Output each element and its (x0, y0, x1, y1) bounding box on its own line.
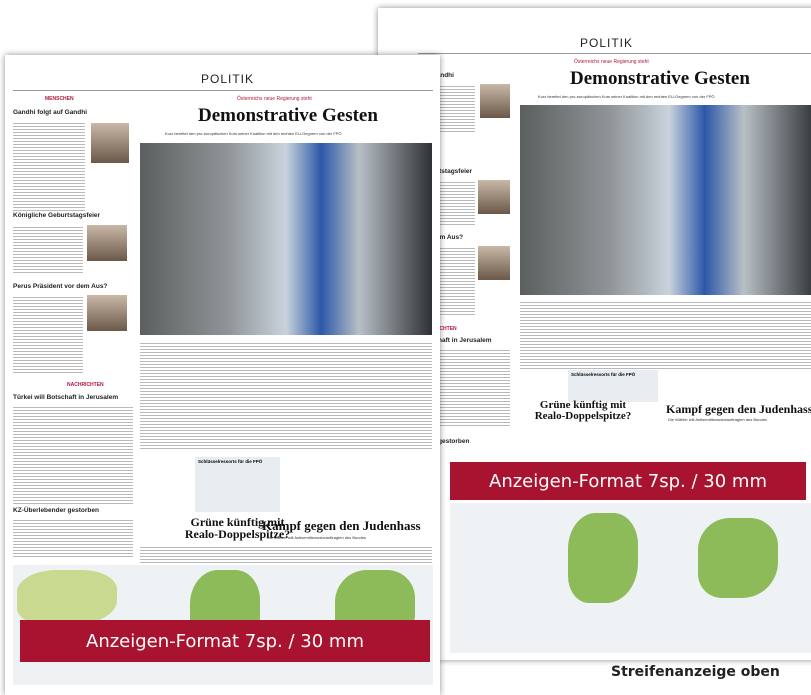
text-block (520, 300, 811, 370)
canvas: POLITIK Österreichs neue Regierung steht… (0, 0, 811, 689)
weather-map (17, 570, 117, 625)
text-block (13, 405, 133, 505)
box-title: Schlüsselressorts für die FPÖ (571, 372, 635, 377)
subhead: Kurz bereitet den pro-europäischen Kurs … (538, 94, 715, 99)
weather-map (698, 518, 778, 598)
weather-map (568, 513, 638, 603)
portrait (91, 123, 129, 163)
ad-banner: Anzeigen-Format 7sp. / 30 mm (450, 462, 806, 500)
sidebar-label: MENSCHEN (45, 96, 74, 102)
story-headline: Grüne künftig mit Realo-Doppelspitze? (528, 400, 638, 422)
story-subhead: Die Wähler will Antisemitismusbeauftragt… (668, 417, 767, 422)
rule (418, 53, 811, 54)
text-block (13, 295, 83, 375)
portrait (87, 295, 127, 331)
kicker: Österreichs neue Regierung steht (237, 96, 312, 102)
sidebar-heading: Königliche Geburtstagsfeier (13, 212, 100, 219)
section: POLITIK (201, 72, 254, 86)
page: Anzeigen-Format {"caption":"Streifenanze… (0, 0, 811, 689)
ad-label: Anzeigen-Format 7sp. / 30 mm (489, 471, 767, 492)
text-block (13, 121, 85, 211)
portrait (480, 84, 510, 118)
info-box: Schlüsselressorts für die FPÖ (195, 457, 280, 512)
info-box: Schlüsselressorts für die FPÖ (568, 370, 658, 402)
ad-banner: Anzeigen-Format 7sp. / 30 mm (20, 620, 430, 662)
text-block (13, 225, 83, 275)
box-title: Schlüsselressorts für die FPÖ (198, 459, 262, 464)
headline: Demonstrative Gesten (198, 105, 378, 127)
text-block (140, 341, 432, 451)
back-page: POLITIK Österreichs neue Regierung steht… (378, 8, 811, 660)
sidebar-heading: Gandhi folgt auf Gandhi (13, 109, 87, 116)
sidebar-heading: KZ-Überlebender gestorben (13, 507, 99, 514)
photo (140, 143, 432, 335)
photo (520, 105, 811, 295)
story-headline: Kampf gegen den Judenhass (666, 402, 811, 417)
text-block (140, 545, 432, 563)
ad-label: Anzeigen-Format 7sp. / 30 mm (86, 631, 364, 652)
sidebar-heading: Perus Präsident vor dem Aus? (13, 283, 107, 290)
portrait (478, 246, 510, 280)
section: POLITIK (580, 36, 633, 50)
sidebar-heading: Türkei will Botschaft in Jerusalem (13, 394, 118, 401)
story-subhead: Die Wähler will Antisemitismusbeauftragt… (267, 535, 366, 540)
portrait (478, 180, 510, 214)
portrait (87, 225, 127, 261)
headline: Demonstrative Gesten (570, 68, 750, 90)
caption: Streifenanzeige oben (611, 664, 780, 680)
kicker: Österreichs neue Regierung steht (574, 59, 649, 65)
story-headline: Kampf gegen den Judenhass (262, 518, 421, 534)
sidebar-label: NACHRICHTEN (67, 382, 104, 388)
subhead: Kurz bereitet den pro-europäischen Kurs … (165, 131, 342, 136)
rule (13, 90, 433, 91)
front-page: POLITIK MENSCHEN Gandhi folgt auf Gandhi… (5, 55, 440, 695)
text-block (13, 518, 133, 558)
